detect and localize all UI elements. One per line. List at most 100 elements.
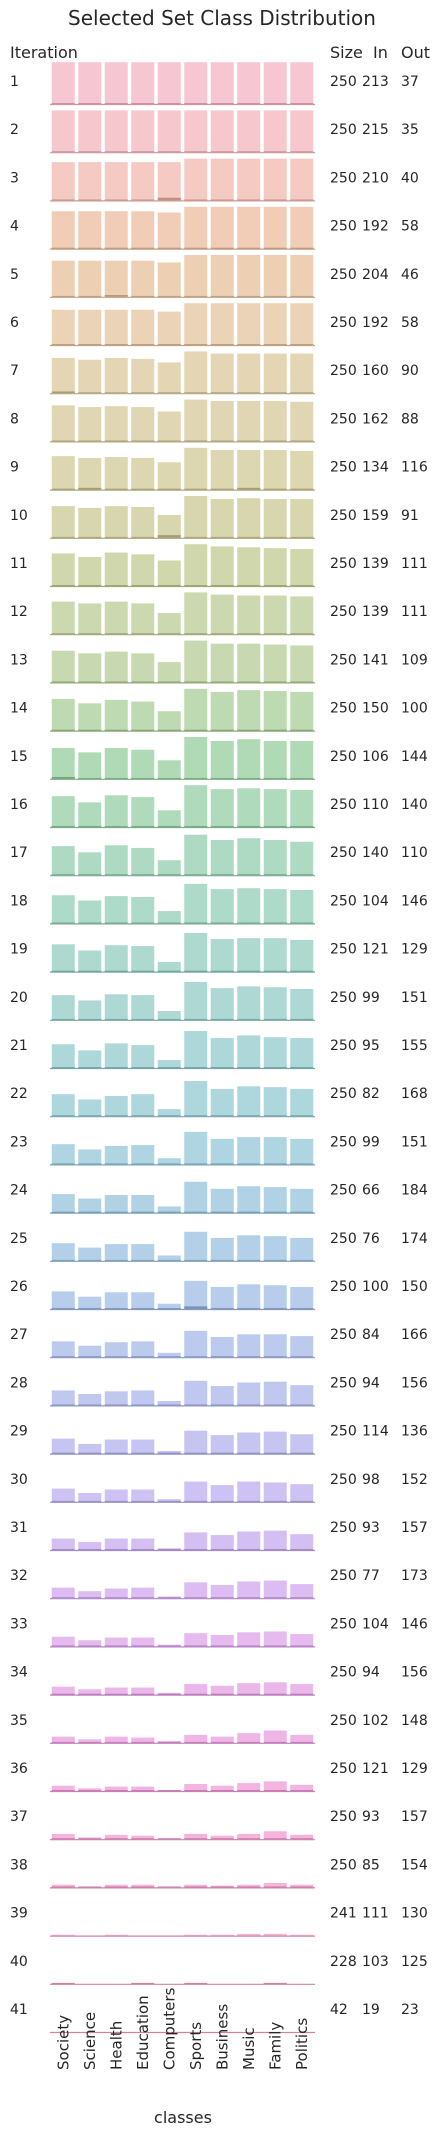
bar	[290, 1237, 314, 1261]
bar-in-segment	[51, 1356, 75, 1358]
out-value: 157	[401, 1809, 428, 1825]
bar-in-segment	[157, 1018, 181, 1020]
bar-in-segment	[131, 1115, 155, 1117]
iteration-label: 37	[10, 1809, 28, 1825]
in-value: 99	[362, 1134, 380, 1150]
bar	[131, 457, 155, 490]
bar	[157, 1450, 181, 1454]
bar	[290, 1484, 314, 1502]
out-value: 173	[401, 1568, 428, 1584]
bar-in-segment	[51, 585, 75, 586]
bar	[104, 651, 128, 683]
bar-in-segment	[78, 1356, 102, 1358]
bar	[237, 1481, 261, 1502]
bar-in-segment	[157, 197, 181, 201]
bar-in-segment	[131, 1597, 155, 1599]
bar-in-segment	[290, 1500, 314, 1502]
bar-in-segment	[157, 1308, 181, 1309]
bar-in-segment	[131, 777, 155, 779]
size-value: 250	[330, 701, 357, 717]
bar-in-segment	[104, 103, 128, 104]
bar-in-segment	[184, 874, 208, 876]
bar-in-segment	[184, 295, 208, 297]
iteration-label: 32	[10, 1568, 28, 1584]
bar-in-segment	[263, 922, 287, 924]
bar-in-segment	[131, 1452, 155, 1454]
bar-in-segment	[78, 1886, 102, 1888]
in-value: 104	[362, 893, 389, 909]
iteration-label: 4	[10, 219, 19, 235]
size-value: 250	[330, 508, 357, 524]
bar-in-segment	[104, 536, 128, 538]
bar	[131, 1094, 155, 1117]
bar-in-segment	[210, 392, 234, 394]
bar	[237, 1035, 261, 1068]
bar	[184, 1031, 208, 1068]
out-header: Out	[401, 43, 430, 62]
iteration-label: 15	[10, 749, 28, 765]
iteration-label: 6	[10, 315, 19, 331]
bar	[263, 1037, 287, 1068]
bar	[157, 411, 181, 442]
bar	[290, 110, 314, 153]
out-value: 146	[401, 1616, 428, 1632]
bar-in-segment	[157, 1597, 181, 1599]
bar-in-segment	[210, 922, 234, 924]
out-value: 35	[401, 122, 419, 138]
bar	[78, 1099, 102, 1117]
bar	[263, 691, 287, 731]
bar-in-segment	[290, 1693, 314, 1695]
bar	[263, 1431, 287, 1454]
bar-in-segment	[263, 1838, 287, 1840]
bar-in-segment	[131, 970, 155, 972]
bar	[51, 506, 75, 538]
bar	[263, 1580, 287, 1599]
bar-in-segment	[237, 1018, 261, 1020]
bar	[184, 496, 208, 538]
size-value: 250	[330, 363, 357, 379]
bar-in-segment	[157, 585, 181, 586]
bar	[104, 1538, 128, 1550]
bar-in-segment	[263, 585, 287, 586]
out-value: 140	[401, 797, 428, 813]
bar-in-segment	[290, 440, 314, 442]
bar-in-segment	[131, 681, 155, 683]
size-value: 250	[330, 1231, 357, 1247]
bar-in-segment	[157, 633, 181, 635]
bar-in-segment	[237, 1259, 261, 1261]
bar-in-segment	[290, 777, 314, 779]
bar	[184, 1481, 208, 1502]
size-value: 250	[330, 1038, 357, 1054]
out-value: 58	[401, 219, 419, 235]
out-value: 136	[401, 1424, 428, 1440]
bar-in-segment	[184, 1886, 208, 1888]
bar	[290, 1434, 314, 1454]
bar-in-segment	[78, 1597, 102, 1599]
bar-in-segment	[237, 1597, 261, 1599]
bar	[237, 1137, 261, 1165]
bar-in-segment	[263, 1018, 287, 1020]
bar-in-segment	[237, 826, 261, 827]
bar-in-segment	[78, 1404, 102, 1406]
bar-in-segment	[131, 1163, 155, 1165]
bar-in-segment	[51, 1741, 75, 1743]
bar-in-segment	[131, 103, 155, 104]
bar	[104, 1439, 128, 1454]
bar-in-segment	[51, 1067, 75, 1068]
bar	[104, 845, 128, 876]
bar-in-segment	[210, 1067, 234, 1068]
bar-in-segment	[78, 1067, 102, 1068]
bar-in-segment	[184, 1259, 208, 1261]
bar	[237, 1632, 261, 1647]
bar	[210, 1336, 234, 1358]
bar	[290, 1385, 314, 1406]
bar	[104, 162, 128, 201]
bar	[131, 1195, 155, 1213]
bar-in-segment	[131, 1693, 155, 1695]
bar-in-segment	[237, 1790, 261, 1791]
bar	[51, 995, 75, 1020]
bar-in-segment	[184, 1693, 208, 1695]
bar-in-segment	[104, 729, 128, 731]
bar	[210, 1485, 234, 1502]
bar-in-segment	[263, 1259, 287, 1261]
